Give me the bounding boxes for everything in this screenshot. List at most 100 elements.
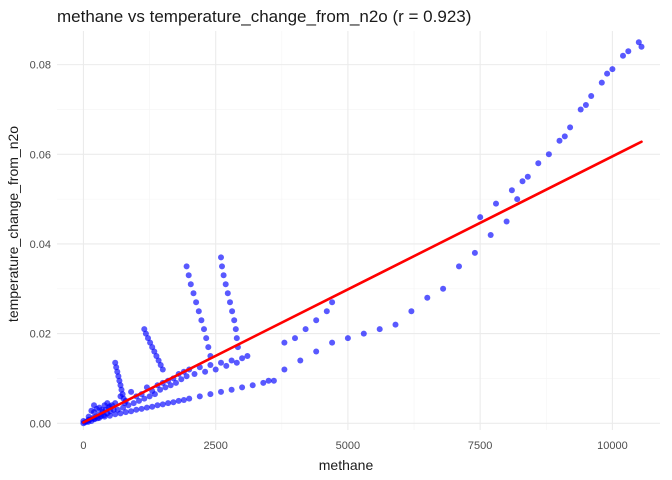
data-point: [344, 335, 351, 342]
data-point: [233, 335, 240, 342]
data-point: [117, 382, 124, 389]
data-point: [162, 384, 169, 391]
data-point: [281, 339, 288, 346]
data-point: [556, 137, 563, 144]
y-axis-label: temperature_change_from_n2o: [5, 126, 21, 322]
y-axis-ticks: 0.00 0.02 0.04 0.06 0.08: [30, 60, 51, 431]
x-tick-label: 2500: [203, 440, 227, 452]
data-point: [128, 388, 135, 395]
data-point: [281, 366, 288, 373]
y-tick-label: 0.06: [30, 149, 51, 161]
data-point: [133, 406, 140, 413]
data-point: [292, 335, 298, 342]
data-point: [203, 335, 210, 342]
data-point: [212, 366, 219, 373]
data-point: [146, 393, 153, 400]
data-point: [178, 376, 185, 383]
data-point: [220, 272, 227, 279]
data-point: [207, 391, 214, 398]
data-point: [609, 66, 616, 73]
y-tick-label: 0.08: [30, 60, 51, 72]
data-point: [323, 308, 330, 315]
data-point: [183, 373, 190, 380]
y-tick-label: 0.00: [30, 418, 51, 430]
data-point: [477, 214, 484, 221]
chart-title: methane vs temperature_change_from_n2o (…: [57, 7, 471, 26]
data-point: [545, 151, 552, 158]
data-point: [229, 308, 236, 315]
data-point: [232, 326, 239, 333]
data-point: [116, 377, 123, 384]
regression-line: [82, 140, 643, 424]
data-point: [149, 403, 156, 410]
data-point: [106, 412, 113, 419]
x-tick-label: 5000: [336, 440, 360, 452]
data-point: [487, 232, 494, 238]
data-point: [567, 124, 574, 131]
data-point: [142, 330, 149, 337]
data-point: [155, 357, 162, 364]
x-tick-label: 10000: [597, 440, 628, 452]
data-point: [190, 290, 197, 297]
data-point: [185, 272, 192, 279]
data-point: [265, 377, 272, 384]
data-point: [122, 409, 129, 416]
data-point: [196, 393, 203, 400]
data-point: [114, 368, 121, 375]
data-point: [159, 401, 166, 408]
x-tick-label: 7500: [468, 440, 492, 452]
data-point: [598, 79, 605, 86]
data-point: [582, 102, 589, 108]
data-point: [228, 357, 235, 364]
data-point: [147, 339, 154, 346]
data-point: [424, 294, 431, 301]
data-point: [514, 196, 521, 203]
data-point: [151, 391, 158, 398]
data-point: [93, 405, 100, 412]
data-point: [120, 404, 127, 411]
data-point: [173, 379, 179, 386]
data-point: [638, 43, 645, 50]
data-point: [227, 299, 233, 306]
data-point: [561, 133, 568, 140]
data-point: [175, 397, 182, 404]
data-point: [191, 371, 198, 377]
data-point: [503, 218, 510, 225]
data-point: [577, 106, 584, 113]
data-point: [117, 410, 124, 417]
data-point: [218, 254, 224, 261]
data-point: [224, 290, 231, 297]
data-point: [535, 160, 542, 167]
data-point: [233, 359, 240, 366]
data-point: [165, 400, 172, 407]
data-point: [198, 317, 205, 324]
data-point: [244, 353, 251, 359]
data-point: [604, 70, 611, 77]
data-point: [130, 400, 137, 407]
data-point: [141, 395, 148, 402]
data-point: [270, 377, 277, 384]
data-point: [260, 379, 267, 386]
data-point: [376, 326, 383, 333]
data-point: [101, 413, 108, 420]
grid: [57, 31, 660, 430]
data-point: [183, 263, 190, 270]
data-point: [136, 397, 142, 404]
data-point: [219, 263, 225, 270]
data-point: [88, 407, 95, 414]
data-point: [508, 187, 515, 194]
data-point: [588, 93, 595, 99]
x-axis-ticks: 0 2500 5000 7500 10000: [80, 440, 627, 452]
data-point: [493, 200, 499, 207]
data-point: [170, 399, 177, 406]
data-point: [360, 330, 367, 337]
data-point: [635, 39, 642, 46]
data-point: [113, 364, 120, 371]
data-point: [153, 353, 160, 359]
data-point: [228, 386, 235, 393]
x-axis-label: methane: [319, 457, 374, 473]
data-point: [625, 48, 632, 55]
y-tick-label: 0.04: [30, 239, 51, 251]
data-point: [313, 317, 320, 324]
